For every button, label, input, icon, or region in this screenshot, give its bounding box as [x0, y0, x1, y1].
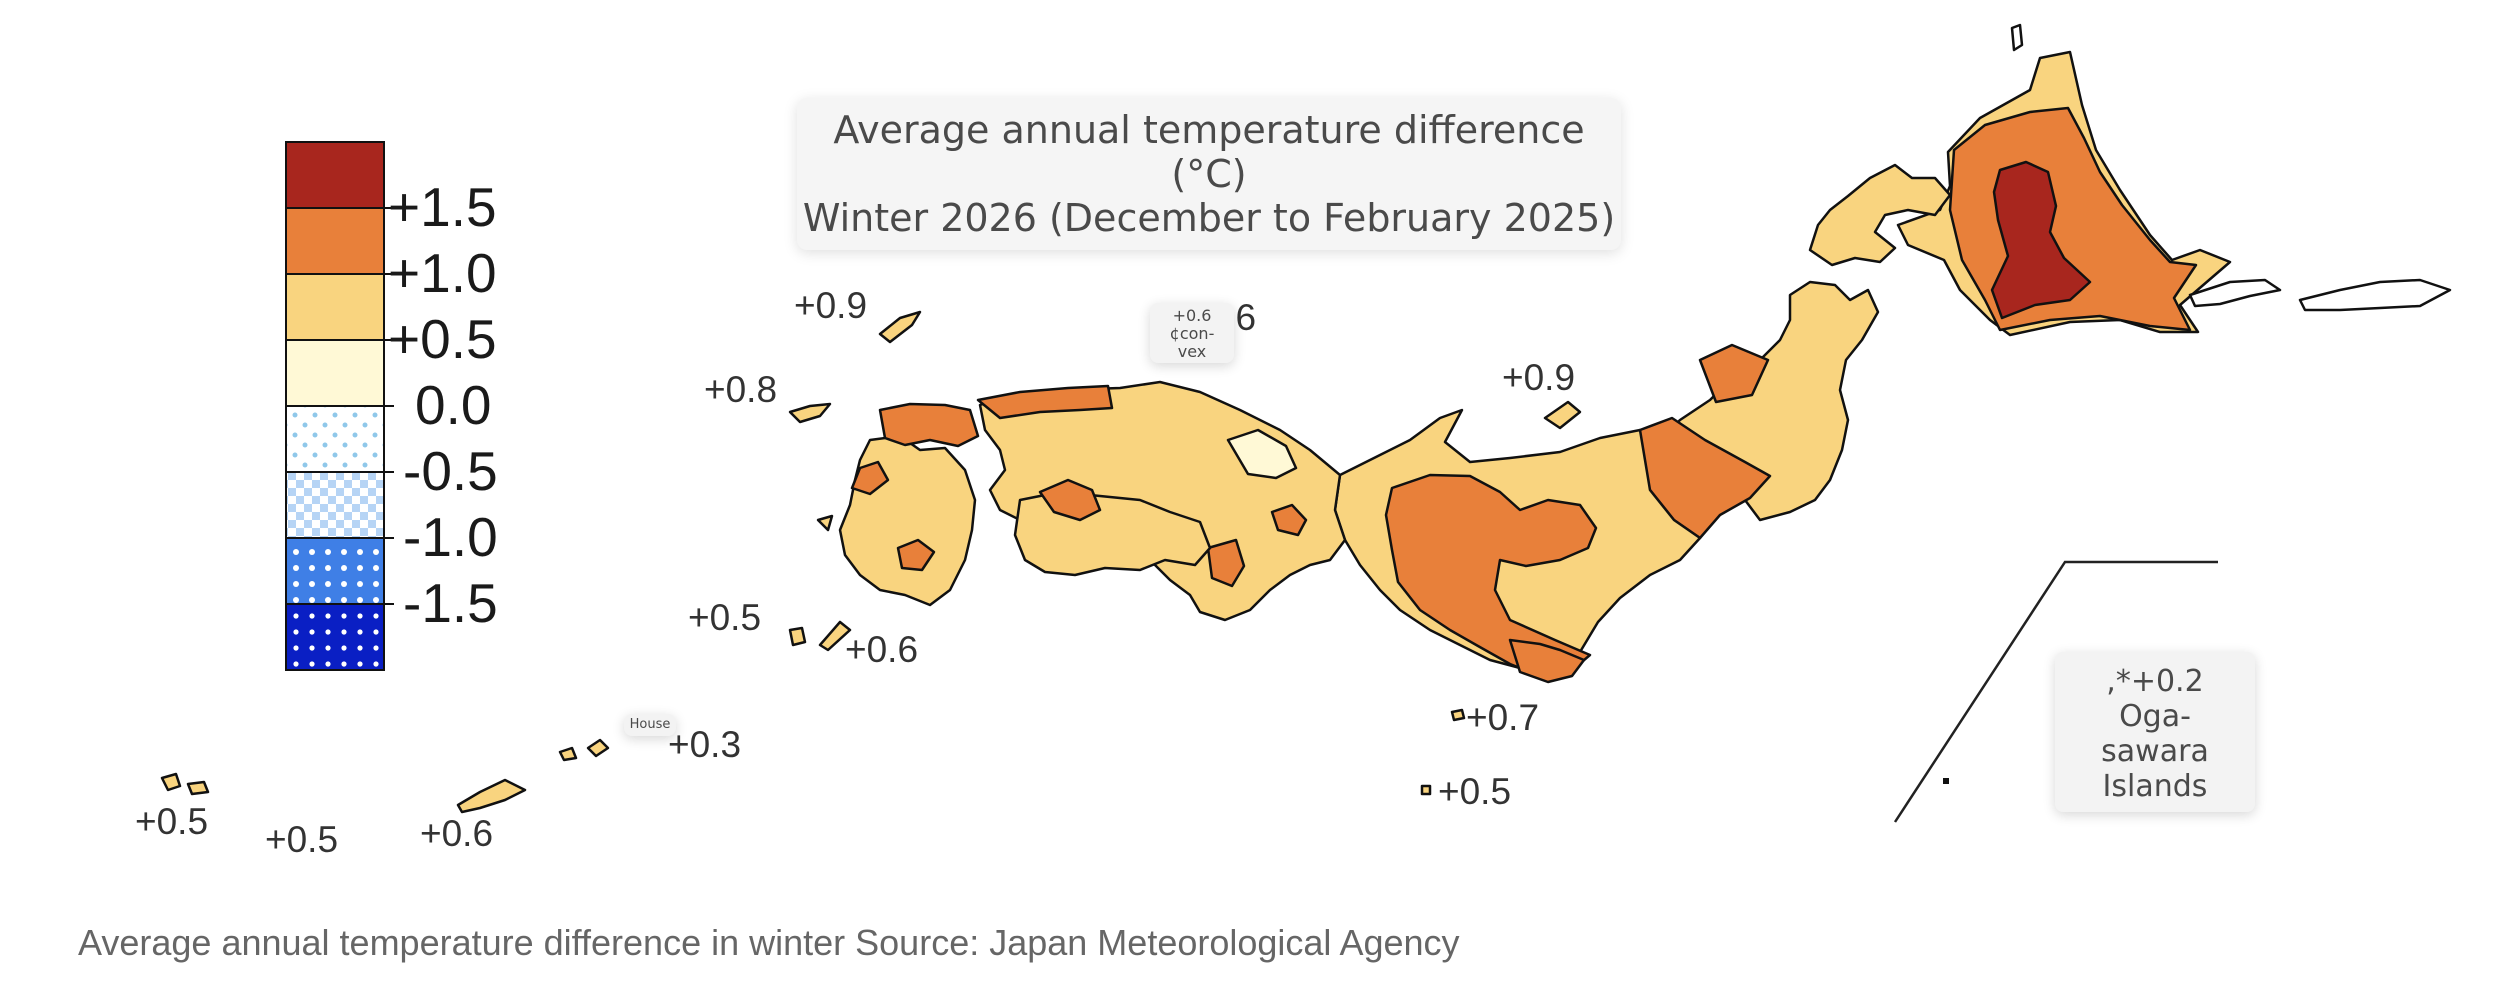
- region-hokkaido-hot: [1990, 160, 2092, 320]
- region-kinki-warm: [1270, 503, 1308, 537]
- region-kyushu-west: [850, 460, 890, 496]
- map-title-line2: (°C): [1171, 152, 1247, 196]
- japan-map: [160, 23, 2452, 814]
- legend-swatch-minus10: [285, 471, 385, 539]
- convex-callout-text: vex: [1177, 342, 1207, 361]
- convex-callout: +0.6 ¢con- vex: [1150, 303, 1234, 363]
- legend-swatch-lowest: [285, 603, 385, 671]
- legend-label: -1.0: [403, 506, 498, 568]
- region-shikoku-warm: [1038, 478, 1102, 522]
- legend-label: -1.5: [403, 572, 498, 634]
- legend-swatch-minus05: [285, 405, 385, 473]
- map-label-tanegashima: +0.5: [688, 597, 761, 638]
- legend-label: +0.5: [388, 308, 497, 370]
- map-label-yakushima: +0.6: [845, 629, 918, 670]
- ogasawara-value: ,*+0.2: [2106, 664, 2204, 699]
- map-title-box: Average annual temperature difference (°…: [797, 98, 1621, 250]
- island-tokuno: [558, 746, 578, 762]
- map-labels: +0.9 +0.8 +0.6 +0.9 +0.5 +0.6 +0.3 +0.7 …: [135, 285, 1575, 860]
- legend-swatch-minus15: [285, 537, 385, 605]
- kuril-islands: [2188, 278, 2282, 308]
- island-tanegashima: [788, 626, 807, 647]
- map-label-aogashima: +0.5: [1438, 771, 1511, 812]
- region-sanin-warm: [976, 384, 1114, 420]
- island-hachijo: [1450, 708, 1466, 722]
- house-tooltip: House: [624, 714, 676, 736]
- region-central-warm: [1384, 473, 1598, 678]
- ogasawara-label: Oga-: [2119, 699, 2191, 734]
- island-yakushima: [818, 620, 852, 652]
- island-sado: [1543, 400, 1582, 430]
- island-miyako: [160, 772, 182, 792]
- map-caption: Average annual temperature difference in…: [78, 922, 1460, 963]
- region-kyushu: [838, 434, 977, 607]
- map-title-line1: Average annual temperature difference: [833, 108, 1585, 152]
- map-label-miyako: +0.5: [265, 819, 338, 860]
- region-oshima: [1808, 163, 1952, 267]
- convex-callout-value: +0.6: [1172, 306, 1212, 325]
- legend: +1.5 +1.0 +0.5 0.0 -0.5 -1.0 -1.5: [285, 141, 498, 671]
- island-oki: [816, 514, 834, 532]
- island-yaeyama: [186, 780, 210, 796]
- map-label-amami: +0.3: [668, 724, 741, 765]
- region-near-normal: [1226, 428, 1298, 480]
- legend-swatch-high: [285, 141, 385, 209]
- legend-swatch-light: [285, 273, 385, 341]
- rebun-island: [2010, 23, 2024, 52]
- ogasawara-label: Islands: [2102, 769, 2208, 804]
- island-tsushima: [788, 402, 832, 424]
- legend-label: +1.0: [388, 242, 497, 304]
- island-aogashima: [1420, 784, 1432, 796]
- region-kii-warm: [1206, 538, 1246, 588]
- legend-swatch-mid: [285, 207, 385, 275]
- map-title-line3: Winter 2026 (December to February 2025): [802, 196, 1616, 240]
- region-kyushu-north: [878, 402, 980, 448]
- ogasawara-inset-line: [1893, 560, 2218, 823]
- ogasawara-label: sawara: [2101, 734, 2209, 769]
- ogasawara-callout: ,*+0.2 Oga- sawara Islands: [2055, 652, 2255, 812]
- map-label-sado: +0.9: [1502, 357, 1575, 398]
- region-izu: [1508, 638, 1586, 684]
- legend-swatch-normal: [285, 339, 385, 407]
- legend-label: 0.0: [415, 374, 491, 436]
- legend-label: +1.5: [388, 176, 497, 238]
- island-iki: [878, 310, 922, 344]
- map-label-okinawa: +0.6: [420, 813, 493, 854]
- ogasawara-island: [1943, 778, 1949, 784]
- map-label-iki: +0.9: [794, 285, 867, 326]
- island-amami: [456, 778, 527, 814]
- region-tohoku-west: [1698, 343, 1770, 404]
- island-okinawa: [586, 738, 610, 758]
- map-label-sakishima: +0.5: [135, 801, 208, 842]
- convex-callout-text: ¢con-: [1169, 324, 1215, 343]
- map-label-hachijo: +0.7: [1466, 697, 1539, 738]
- region-kyushu-south: [896, 538, 936, 572]
- legend-label: -0.5: [403, 440, 498, 502]
- kuril-islands-far: [2298, 278, 2452, 312]
- map-label-goto: +0.8: [704, 369, 777, 410]
